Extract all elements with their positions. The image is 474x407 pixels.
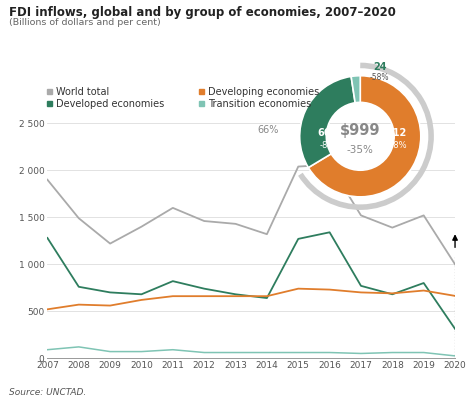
Text: Developed economies: Developed economies <box>56 99 164 109</box>
Text: 24: 24 <box>373 61 386 72</box>
Text: FDI inflows, global and by group of economies, 2007–2020: FDI inflows, global and by group of econ… <box>9 6 396 19</box>
Wedge shape <box>300 77 355 168</box>
Text: 312: 312 <box>386 128 407 138</box>
Text: -58%: -58% <box>386 142 407 151</box>
Wedge shape <box>309 76 421 197</box>
Wedge shape <box>351 76 360 103</box>
Text: -8%: -8% <box>319 142 336 151</box>
Text: Developing economies: Developing economies <box>208 87 319 96</box>
Text: $999: $999 <box>340 123 381 138</box>
Text: (Billions of dollars and per cent): (Billions of dollars and per cent) <box>9 18 161 27</box>
Text: -58%: -58% <box>370 73 389 82</box>
Text: World total: World total <box>56 87 109 96</box>
Text: Transition economies: Transition economies <box>208 99 311 109</box>
Text: Source: UNCTAD.: Source: UNCTAD. <box>9 388 87 397</box>
Text: -35%: -35% <box>347 144 374 155</box>
Text: 663: 663 <box>318 128 337 138</box>
Text: 66%: 66% <box>257 125 279 135</box>
